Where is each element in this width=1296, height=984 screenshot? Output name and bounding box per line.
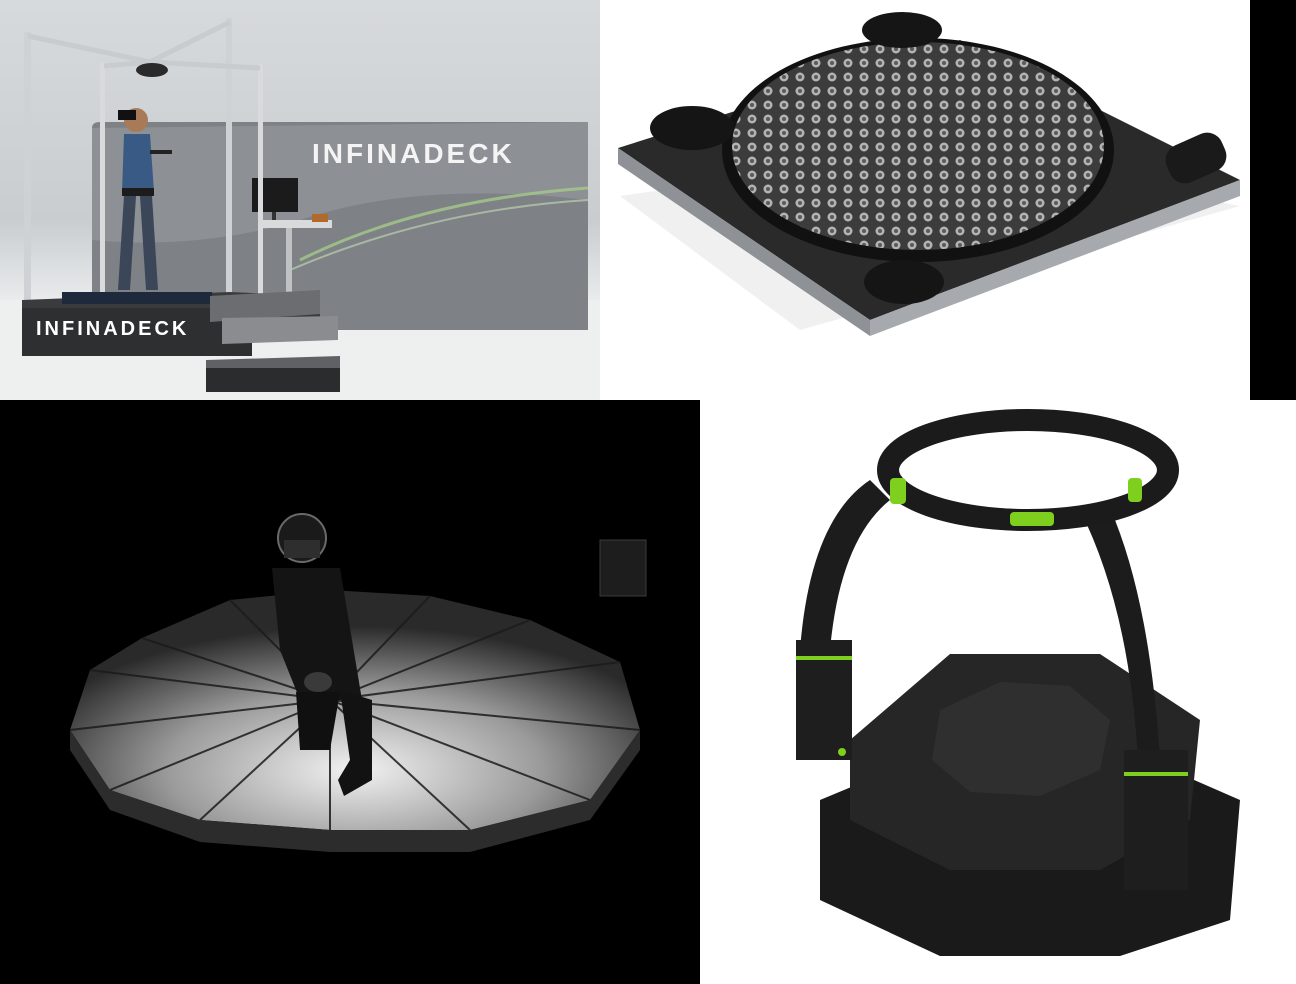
banner-logo-text: INFINADECK <box>312 138 515 169</box>
treadmill-cad-render <box>600 0 1250 400</box>
black-border <box>1250 0 1296 400</box>
omni-treadmill-product-photo <box>700 400 1296 984</box>
infinadeck-photo: INFINADECK INFINADECK <box>0 0 600 400</box>
platform-logo-text: INFINADECK <box>36 318 190 340</box>
omni-treadmill-user-photo <box>0 400 700 984</box>
